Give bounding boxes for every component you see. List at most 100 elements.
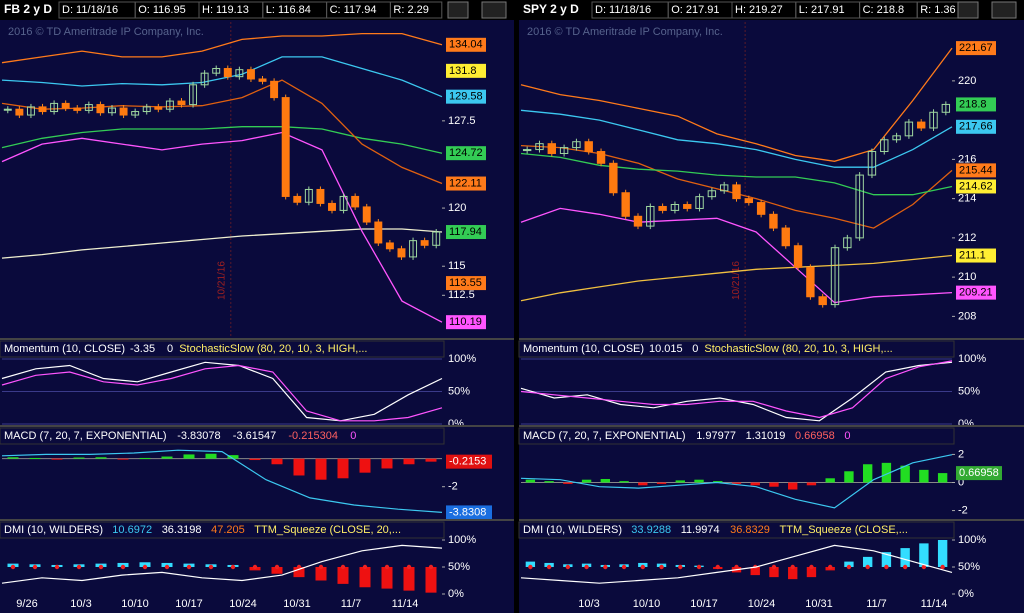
symbol: SPY 2 y D	[523, 2, 579, 16]
y-tick-label: 127.5	[448, 115, 476, 127]
x-tick-label: 10/3	[70, 598, 91, 610]
indicator-line	[1, 228, 443, 259]
y-tick-label: 115	[448, 260, 466, 272]
price-badge-label: 134.04	[449, 39, 483, 51]
candle	[26, 106, 35, 116]
macd-bar	[29, 457, 41, 459]
study-value: 47.205	[211, 524, 245, 536]
macd-bar	[139, 457, 151, 459]
subpanel-header	[0, 427, 445, 445]
study-title: Momentum (10, CLOSE)	[4, 343, 125, 355]
candle	[246, 69, 255, 80]
drawing-tool[interactable]	[447, 1, 469, 19]
candle	[131, 111, 140, 116]
squeeze-dot	[603, 564, 608, 570]
price-badge	[446, 63, 486, 78]
y-tick-label: 100%	[958, 534, 986, 546]
y-tick-label: 50%	[958, 561, 980, 573]
price-badge-label: 110.19	[449, 316, 482, 328]
candle	[818, 296, 827, 306]
candle	[744, 198, 754, 204]
study-title: TTM_Squeeze (CLOSE,...	[780, 524, 908, 536]
squeeze-dot	[865, 564, 870, 570]
price-badge	[956, 41, 996, 56]
candle	[793, 245, 803, 268]
squeeze-dot	[809, 564, 814, 570]
candle	[941, 103, 951, 113]
squeeze-dot	[734, 564, 739, 570]
header-field: R: 1.36	[920, 4, 955, 16]
macd-bar	[525, 479, 536, 483]
macd-bar	[731, 482, 742, 484]
header-field: H: 119.13	[202, 4, 249, 16]
header-field: L: 116.84	[266, 4, 311, 16]
dmi-line	[1, 544, 443, 584]
squeeze-bar	[788, 567, 798, 580]
study-value: 0	[844, 430, 850, 442]
study-value: 36.8329	[730, 524, 770, 536]
candle	[806, 266, 815, 298]
macd-bar	[619, 481, 629, 483]
macd-bar	[656, 482, 667, 484]
squeeze-dot	[790, 564, 795, 570]
candle	[719, 184, 729, 192]
y-tick-label: 0%	[958, 588, 974, 600]
x-tick-label: 10/24	[229, 598, 257, 610]
x-tick-label: 10/17	[175, 598, 203, 610]
study-value: 10.6972	[112, 524, 152, 536]
macd-bar	[919, 469, 929, 483]
price-badge-label: 124.72	[449, 147, 483, 159]
study-value: 0.66958	[795, 430, 835, 442]
macd-bar	[425, 458, 437, 462]
macd-bar	[381, 458, 393, 469]
price-badge-label: 221.67	[959, 42, 993, 54]
candle	[15, 108, 24, 116]
macd-bar	[563, 482, 573, 484]
candle	[547, 143, 556, 154]
panel-bg	[519, 0, 1024, 613]
study-title: StochasticSlow (80, 20, 10, 3, HIGH,...	[179, 343, 367, 355]
squeeze-dot	[659, 564, 664, 570]
candle	[432, 231, 441, 246]
y-tick-label: 210	[958, 271, 976, 283]
x-tick-label: 9/26	[16, 598, 37, 610]
y-tick-label: -2	[448, 481, 458, 493]
macd-bar	[73, 457, 85, 459]
x-tick-label: 11/7	[866, 598, 887, 610]
study-value: 36.3198	[162, 524, 202, 536]
candle	[522, 149, 532, 152]
macd-bar	[227, 455, 239, 459]
study-value: 1.97977	[696, 430, 736, 442]
x-tick-label: 10/31	[805, 598, 833, 610]
style-button[interactable]	[481, 1, 507, 19]
candle	[73, 107, 82, 111]
study-title: DMI (10, WILDERS)	[4, 524, 103, 536]
squeeze-bar	[403, 567, 415, 591]
price-badge	[446, 315, 486, 330]
macd-bar	[315, 458, 327, 480]
macd-bar	[675, 480, 685, 483]
candle	[304, 188, 313, 203]
squeeze-dot	[678, 564, 683, 570]
candle	[917, 121, 926, 129]
squeeze-dot	[921, 564, 927, 570]
candle	[200, 72, 209, 86]
subpanel-sep	[519, 519, 1024, 521]
squeeze-dot	[528, 564, 533, 570]
x-tick-label: 11/7	[341, 598, 362, 610]
candle	[258, 78, 267, 82]
price-badge-label: 218.8	[959, 98, 987, 110]
style-button[interactable]	[991, 1, 1017, 19]
candle	[189, 84, 198, 106]
study-value: -3.35	[130, 343, 155, 355]
copyright: 2016 © TD Ameritrade IP Company, Inc.	[527, 26, 723, 38]
squeeze-dot	[584, 564, 589, 570]
squeeze-dot	[120, 564, 126, 570]
squeeze-dot	[771, 564, 777, 570]
subpanel-header	[0, 521, 445, 539]
squeeze-bar	[525, 561, 536, 567]
drawing-tool[interactable]	[957, 1, 979, 19]
y-tick-label: 0%	[448, 588, 464, 600]
indicator-line	[1, 126, 443, 154]
